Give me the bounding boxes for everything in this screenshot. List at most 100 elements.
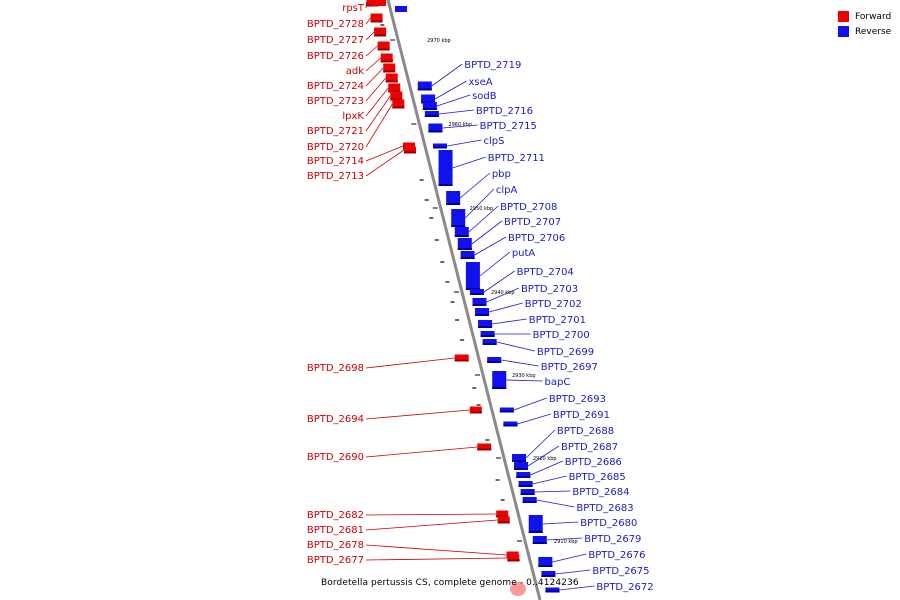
forward-gene-label: BPTD_2678 — [307, 540, 364, 551]
forward-gene-label: BPTD_2726 — [307, 51, 364, 62]
label-leader — [365, 45, 378, 57]
label-leader — [552, 553, 587, 563]
reverse-gene-label: putA — [512, 248, 536, 259]
label-leader — [513, 397, 547, 411]
label-leader — [365, 17, 371, 25]
forward-gene-label: BPTD_2713 — [307, 171, 364, 182]
reverse-gene — [451, 209, 466, 227]
reverse-gene-label: BPTD_2719 — [464, 60, 521, 71]
reverse-gene-label: BPTD_2699 — [537, 347, 594, 358]
forward-gene — [496, 510, 509, 518]
forward-gene — [454, 354, 469, 362]
label-leader — [559, 585, 595, 591]
forward-gene-label: BPTD_2724 — [307, 81, 364, 92]
reverse-gene-label: xseA — [469, 77, 493, 88]
forward-swatch — [838, 11, 849, 22]
reverse-gene-label: BPTD_2686 — [565, 457, 622, 468]
forward-gene — [390, 91, 403, 101]
label-leader — [496, 341, 535, 352]
label-leader — [506, 379, 543, 382]
reverse-gene-label: clpA — [496, 185, 518, 196]
reverse-gene — [528, 515, 543, 533]
label-leader — [517, 413, 551, 425]
forward-gene-label: lpxK — [342, 111, 364, 122]
label-leader — [442, 124, 478, 129]
label-leader — [527, 445, 560, 467]
reverse-gene — [518, 481, 533, 487]
reverse-gene — [545, 587, 560, 593]
legend-reverse-label: Reverse — [855, 26, 892, 37]
label-leader — [534, 490, 571, 493]
label-leader — [471, 220, 503, 245]
reverse-gene — [482, 339, 497, 345]
reverse-gene — [432, 143, 447, 149]
reverse-gene-label: BPTD_2693 — [549, 394, 606, 405]
label-leader — [532, 475, 567, 485]
reverse-gene — [520, 489, 535, 495]
forward-gene — [403, 146, 416, 154]
reverse-gene-label: BPTD_2701 — [529, 315, 586, 326]
genome-caption: Bordetella pertussis CS, complete genome… — [321, 578, 579, 588]
reverse-gene-label: BPTD_2706 — [508, 233, 565, 244]
label-leader — [546, 537, 583, 541]
label-leader — [464, 188, 495, 219]
label-leader — [365, 357, 455, 369]
label-leader — [365, 557, 508, 561]
reverse-gene — [522, 497, 537, 503]
forward-gene-label: BPTD_2690 — [307, 452, 364, 463]
kbp-tick-label: 2910 kbp — [554, 539, 578, 545]
forward-gene — [388, 83, 401, 93]
genome-backbone — [386, 0, 542, 600]
reverse-gene — [475, 308, 490, 316]
label-leader — [365, 409, 470, 420]
reverse-gene — [446, 191, 461, 205]
reverse-gene-label: BPTD_2683 — [576, 503, 633, 514]
forward-gene — [372, 0, 386, 6]
legend-forward: Forward — [838, 9, 891, 24]
forward-gene-label: BPTD_2677 — [307, 555, 364, 566]
kbp-tick-label: 2920 kbp — [533, 456, 557, 462]
kbp-tick-label: 2930 kbp — [512, 373, 536, 379]
kbp-tick-label: 2960 kbp — [448, 122, 472, 128]
label-leader — [483, 270, 515, 293]
forward-gene — [385, 73, 398, 83]
forward-gene — [477, 443, 492, 451]
reverse-gene — [538, 557, 553, 567]
reverse-gene — [395, 6, 407, 12]
label-leader — [468, 205, 499, 233]
kbp-tick-label: 2950 kbp — [470, 206, 494, 212]
gene-features — [366, 0, 560, 596]
reverse-gene-label: bapC — [545, 377, 571, 388]
forward-gene-label: BPTD_2728 — [307, 19, 364, 30]
forward-gene-label: adk — [346, 66, 364, 77]
label-leader — [365, 519, 498, 531]
reverse-gene — [457, 238, 472, 250]
label-leader — [501, 359, 539, 367]
reverse-gene — [472, 298, 487, 306]
label-leader — [479, 251, 511, 277]
label-leader — [536, 499, 575, 508]
legend-reverse: Reverse — [838, 24, 891, 39]
forward-gene — [370, 13, 383, 23]
label-leader — [365, 1, 367, 9]
label-leader — [486, 287, 520, 303]
label-leader — [542, 521, 579, 525]
forward-gene — [383, 63, 396, 73]
label-leader — [365, 145, 404, 162]
reverse-gene — [480, 331, 495, 337]
reverse-gene-label: BPTD_2697 — [541, 362, 598, 373]
reverse-swatch — [838, 26, 849, 37]
kbp-tick-label: 2940 kbp — [491, 290, 515, 296]
label-leader — [555, 569, 591, 575]
label-leader — [365, 446, 478, 458]
forward-gene — [374, 27, 387, 37]
reverse-gene — [424, 111, 439, 117]
reverse-gene-label: BPTD_2679 — [584, 534, 641, 545]
reverse-gene-label: BPTD_2672 — [596, 582, 653, 593]
reverse-gene — [417, 81, 432, 91]
label-leader — [431, 63, 463, 87]
forward-gene-label: BPTD_2714 — [307, 156, 364, 167]
reverse-gene-label: BPTD_2716 — [476, 106, 533, 117]
